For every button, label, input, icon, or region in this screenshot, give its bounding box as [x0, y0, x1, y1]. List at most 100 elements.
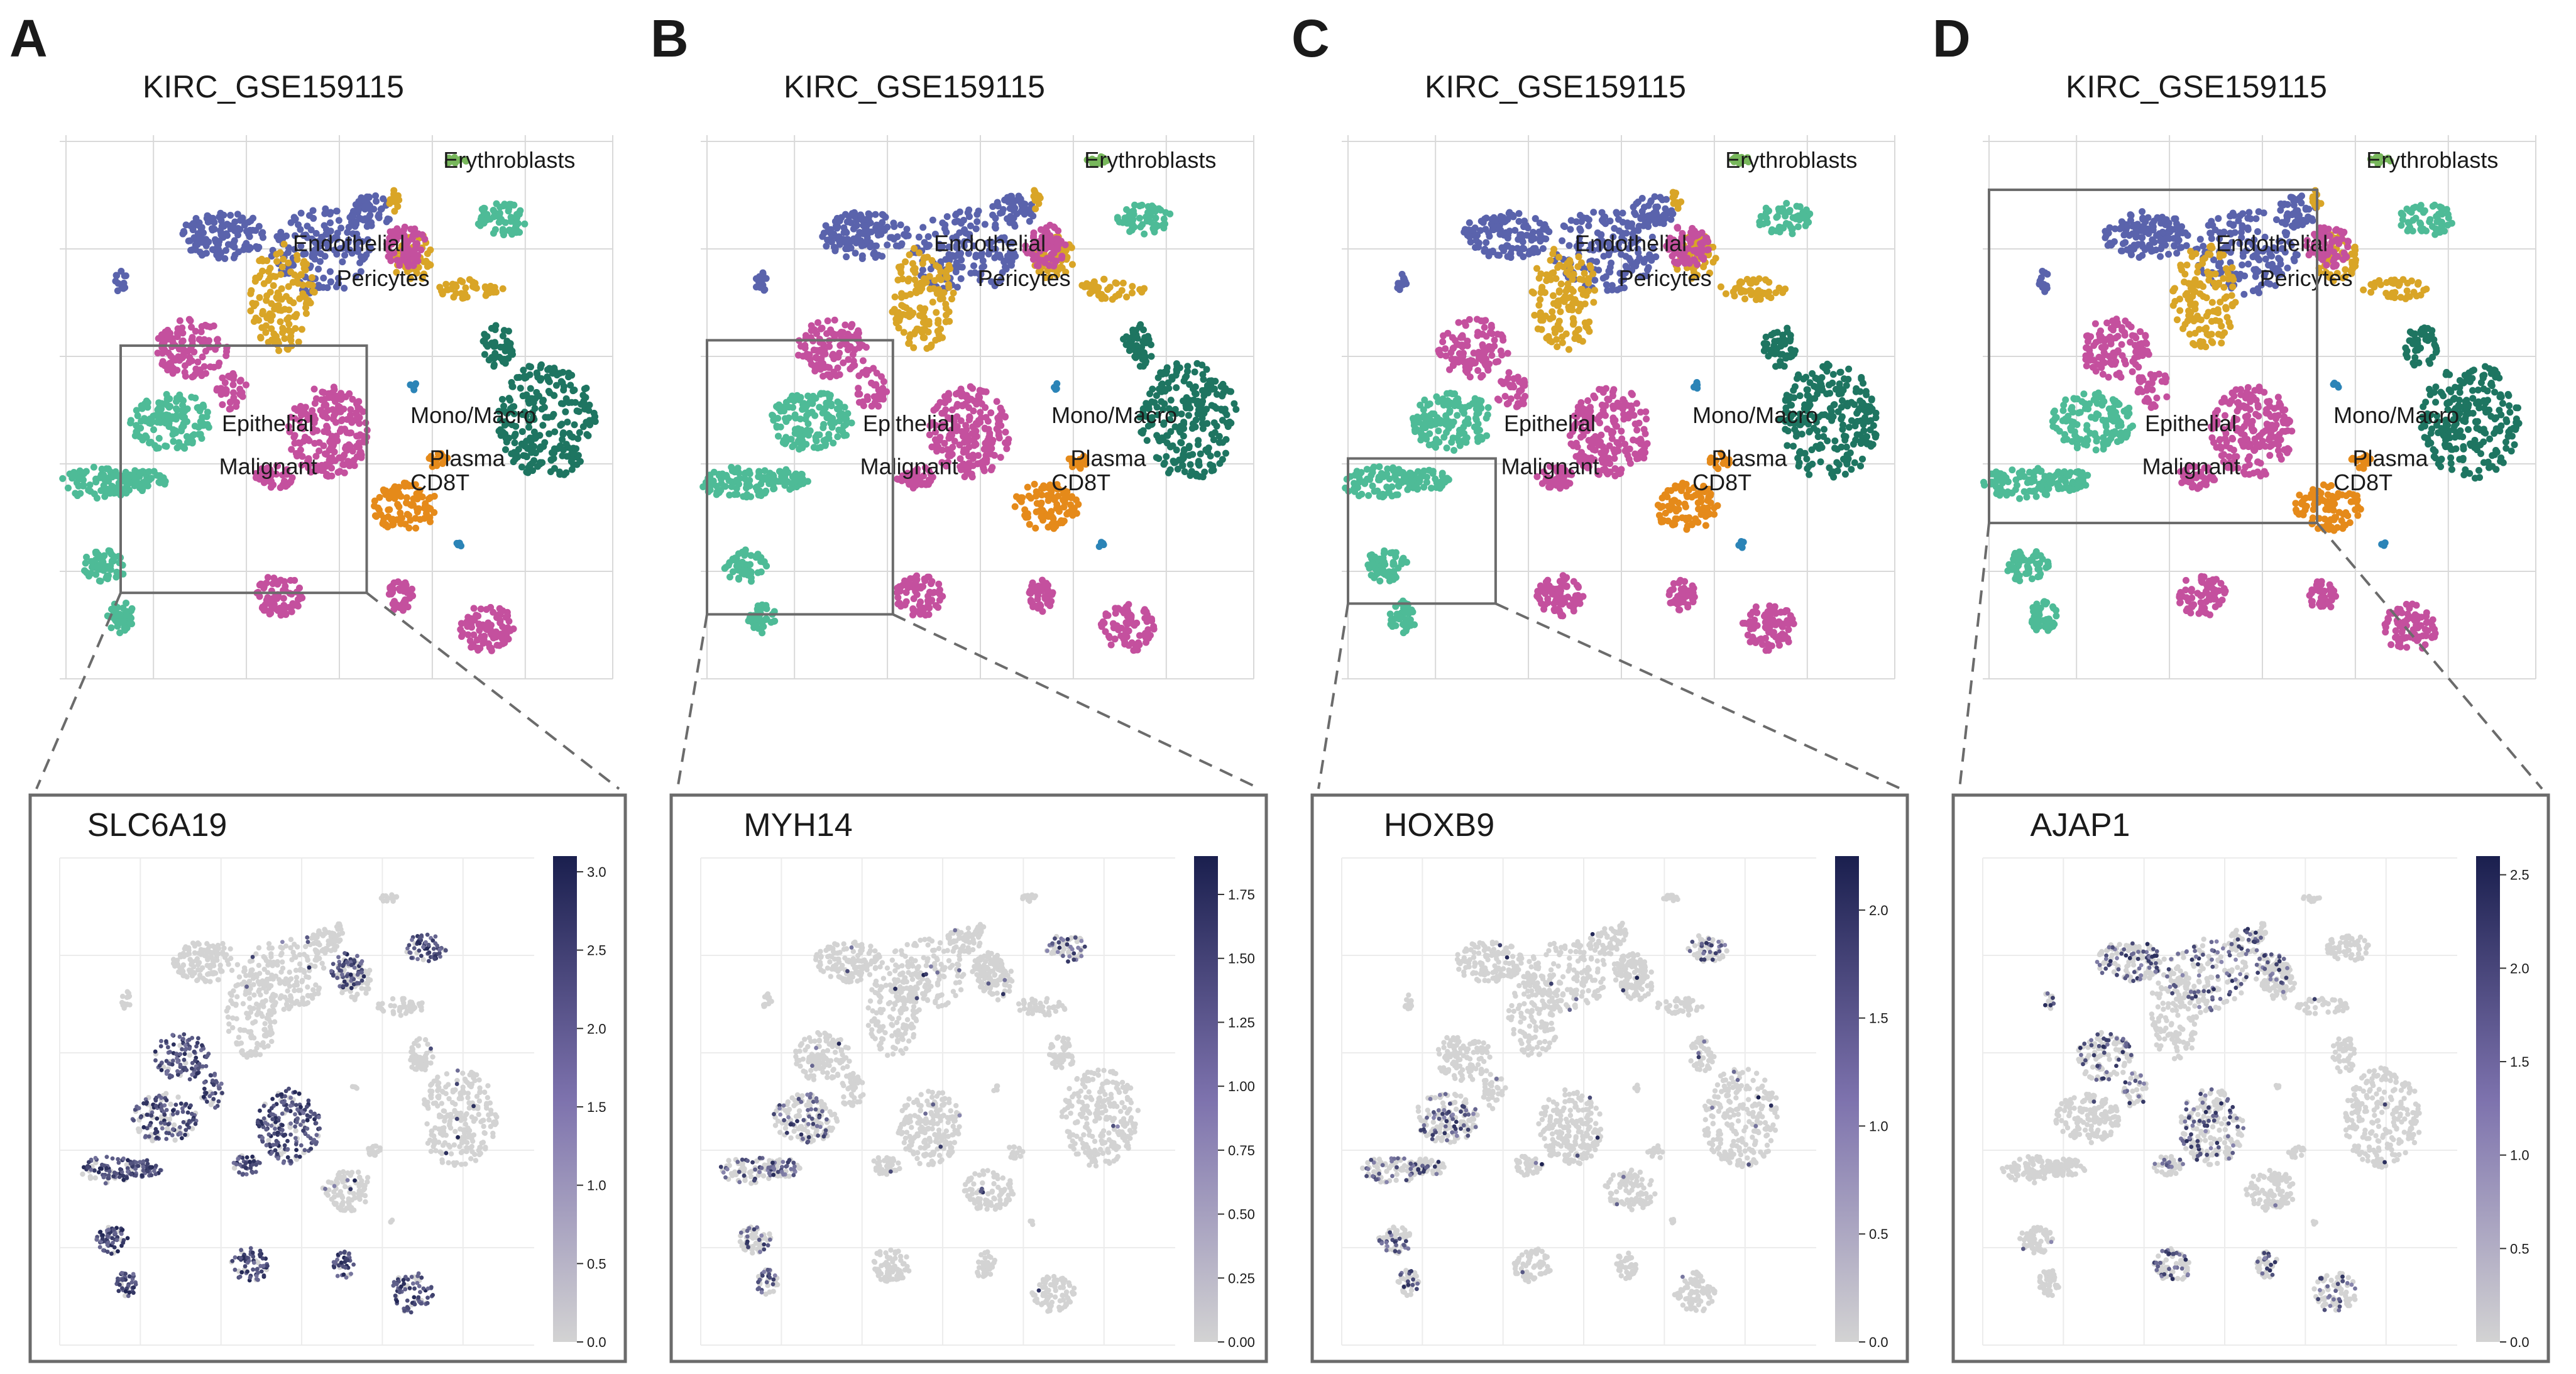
cell-point: [402, 598, 409, 606]
cell-point: [202, 979, 209, 984]
cell-point: [227, 211, 234, 219]
cell-point: [1139, 221, 1146, 228]
cell-point: [288, 976, 294, 982]
cell-point: [170, 426, 177, 434]
cell-point: [1053, 235, 1060, 243]
cell-point: [427, 246, 434, 254]
cell-point: [215, 977, 221, 982]
cell-point: [975, 207, 982, 215]
cell-point: [490, 1130, 496, 1136]
cell-point: [853, 222, 861, 229]
cell-point: [218, 969, 224, 974]
cell-point: [182, 973, 188, 979]
expressing-cell-point: [331, 973, 336, 978]
cell-point: [261, 1033, 268, 1038]
cell-point: [259, 307, 266, 315]
expressing-cell-point: [401, 1278, 406, 1282]
cell-point: [227, 946, 233, 952]
cell-point: [226, 1028, 232, 1035]
expressing-cell-point: [160, 1126, 165, 1131]
cell-point: [179, 230, 187, 238]
cell-point: [179, 329, 187, 337]
cell-point: [326, 219, 334, 227]
cell-point: [293, 974, 300, 981]
cell-point: [126, 620, 134, 627]
cell-point: [911, 330, 918, 338]
cell-point: [430, 1139, 437, 1145]
expressing-cell-point: [123, 1272, 128, 1276]
umap-overview: ErythroblastsEndothelialPericytesEpithel…: [59, 135, 613, 679]
expressing-cell-point: [184, 1068, 189, 1072]
cell-point: [292, 982, 297, 989]
colorbar-tick-label: 1.5: [587, 1099, 606, 1115]
cell-point: [199, 251, 207, 258]
zoom-connector-left: [35, 592, 122, 789]
cell-point: [287, 336, 295, 344]
cell-point: [163, 411, 170, 419]
cell-point: [142, 477, 150, 485]
cell-point: [158, 405, 165, 413]
cell-point: [290, 214, 298, 221]
cell-point: [333, 1201, 339, 1206]
expressing-cell-point: [208, 1073, 213, 1078]
cell-point: [423, 1055, 429, 1062]
cell-point: [400, 479, 408, 486]
cell-point: [126, 994, 131, 1000]
cell-point: [204, 971, 211, 977]
cell-point: [539, 422, 547, 429]
cell-point: [458, 290, 465, 297]
expressing-cell-point: [285, 1155, 290, 1160]
cell-point: [202, 370, 209, 377]
expressing-cell-point: [425, 1300, 430, 1305]
cell-point: [220, 941, 226, 947]
cell-point: [188, 393, 195, 401]
cell-point: [579, 392, 587, 399]
expressing-cell-point: [248, 1275, 253, 1280]
cell-point: [379, 1006, 385, 1012]
cell-point: [539, 398, 547, 405]
expressing-cell-point: [352, 958, 356, 963]
cell-point: [931, 277, 938, 284]
cell-point: [336, 921, 341, 927]
expressing-cell-point: [129, 1280, 134, 1285]
cell-point: [271, 959, 277, 965]
cell-point: [207, 979, 213, 984]
cell-point: [452, 1128, 458, 1135]
expressing-cell-point: [299, 1143, 304, 1148]
cell-point: [508, 383, 516, 390]
cell-point: [871, 242, 879, 250]
cell-point: [351, 1190, 357, 1197]
expressing-cell-point: [349, 963, 354, 967]
cell-point: [338, 926, 344, 932]
cell-point: [575, 408, 583, 415]
cell-point: [926, 285, 934, 293]
cell-point: [392, 1003, 397, 1009]
cell-point: [1029, 212, 1037, 220]
cell-point: [385, 216, 393, 223]
expressing-cell-point: [207, 1094, 212, 1099]
cell-point: [469, 1143, 474, 1150]
expressing-cell-point: [283, 1133, 288, 1137]
cell-point: [571, 421, 578, 429]
cell-point: [376, 493, 383, 501]
expressing-cell-point: [245, 1269, 250, 1274]
expressing-cell-point: [269, 1123, 274, 1128]
cell-point: [964, 209, 972, 216]
cell-point: [464, 1111, 469, 1117]
cell-point: [414, 1067, 419, 1072]
cell-point: [385, 506, 392, 514]
expressing-cell-point: [133, 1173, 138, 1178]
cell-point: [485, 356, 493, 364]
colorbar-tick-label: 3.0: [587, 864, 606, 880]
expressing-cell-point: [455, 1068, 460, 1073]
cell-point: [245, 218, 253, 226]
expressing-cell-point: [403, 1287, 408, 1292]
expressing-cell-point: [141, 1168, 146, 1173]
cell-point: [471, 1075, 476, 1080]
cell-point: [957, 275, 965, 282]
cell-point: [1123, 206, 1131, 213]
cell-point: [833, 224, 841, 232]
cell-point: [919, 310, 926, 317]
cell-point: [255, 223, 263, 230]
cell-point: [890, 219, 897, 227]
